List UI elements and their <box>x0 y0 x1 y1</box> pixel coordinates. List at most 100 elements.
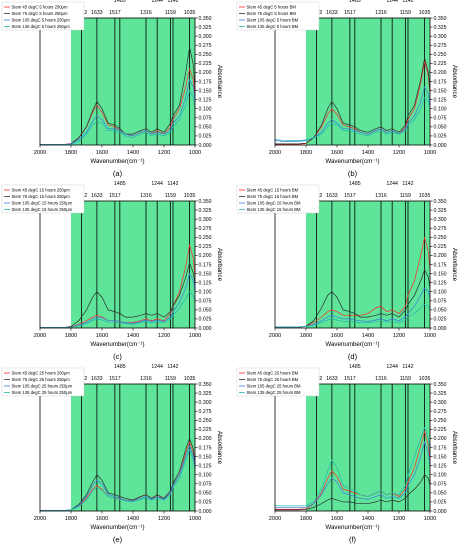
y-tick-label: 0.050 <box>434 125 447 131</box>
y-tick-label: 0.225 <box>434 61 447 67</box>
y-tick-label: 0.350 <box>199 382 212 388</box>
x-tick-label: 1600 <box>331 333 343 339</box>
y-tick-label: 0.300 <box>199 217 212 223</box>
shaded-region <box>71 201 195 328</box>
y-axis-title: Absorbance <box>451 248 458 282</box>
y-tick-label: 0.300 <box>199 34 212 40</box>
peak-marker-label: 1159 <box>165 376 176 382</box>
y-tick-label: 0.000 <box>199 143 212 149</box>
peak-marker-label: 1517 <box>344 10 356 16</box>
series-line-2 <box>40 261 196 328</box>
y-tick-label: 0.275 <box>199 226 212 232</box>
y-tick-label: 0.150 <box>434 88 447 94</box>
peak-marker-label: 1035 <box>184 193 196 199</box>
peak-marker-label: 1316 <box>140 10 152 16</box>
y-tick-label: 0.050 <box>434 491 447 497</box>
series-line-4 <box>275 303 431 328</box>
peak-marker-label: 1159 <box>400 10 411 16</box>
legend-box <box>236 367 320 397</box>
shaded-region <box>71 18 195 145</box>
peak-marker-label: 1159 <box>400 193 411 199</box>
y-tick-label: 0.025 <box>434 134 447 140</box>
y-tick-label: 0.250 <box>434 52 447 58</box>
x-tick-label: 2000 <box>34 150 46 156</box>
y-tick-label: 0.075 <box>434 482 447 488</box>
peak-marker-label: 1633 <box>91 376 103 382</box>
y-tick-label: 0.325 <box>434 208 447 214</box>
x-tick-label: 1000 <box>189 333 201 339</box>
x-tick-label: 2000 <box>269 516 281 522</box>
y-tick-label: 0.075 <box>434 116 447 122</box>
y-tick-label: 0.075 <box>434 299 447 305</box>
panel-label: (a) <box>113 169 123 178</box>
y-tick-label: 0.175 <box>434 79 447 85</box>
legend-entry: Stem 105 degC 15 hours BM <box>247 201 302 206</box>
y-tick-label: 0.125 <box>199 280 212 286</box>
y-axis-title: Absorbance <box>216 65 223 99</box>
x-tick-label: 2000 <box>34 333 46 339</box>
legend-entry: Stem 45 degC 5 hours BM <box>247 5 297 10</box>
x-tick-label: 1200 <box>158 150 170 156</box>
shaded-region <box>71 384 195 511</box>
series-line-2 <box>275 57 431 145</box>
legend-entry: Stem 45 degC 15 hours 250μm <box>12 188 71 193</box>
x-tick-label: 1400 <box>362 516 374 522</box>
legend-box <box>1 367 85 397</box>
legend-entry: Stem 105 degC 25 hours BM <box>247 384 302 389</box>
y-tick-label: 0.100 <box>199 107 212 113</box>
x-axis-title: Wavenumber(cm⁻¹) <box>325 524 379 531</box>
y-tick-label: 0.125 <box>434 97 447 103</box>
peak-marker-label: 1517 <box>344 376 356 382</box>
series-line-4 <box>40 291 196 328</box>
y-tick-label: 0.200 <box>199 70 212 76</box>
peak-marker-label: 1517 <box>344 193 356 199</box>
x-tick-label: 1400 <box>127 516 139 522</box>
x-tick-label: 1600 <box>96 333 108 339</box>
y-tick-label: 0.350 <box>434 382 447 388</box>
legend-entry: Stem 75 degC 5 hours BM <box>247 11 297 16</box>
series-line-4 <box>274 426 431 507</box>
peak-marker-label: 1035 <box>419 10 431 16</box>
y-tick-label: 0.075 <box>199 116 212 122</box>
legend-entry: Stem 105 degC 5 hours BM <box>247 18 299 23</box>
y-tick-label: 0.150 <box>434 271 447 277</box>
y-tick-label: 0.050 <box>199 308 212 314</box>
series-line-4 <box>274 97 431 141</box>
legend-entry: Stem 135 degC 15 hours 250μm <box>12 207 73 212</box>
y-tick-label: 0.100 <box>434 473 447 479</box>
peak-marker-label: 1633 <box>91 10 103 16</box>
x-tick-label: 1600 <box>331 150 343 156</box>
x-tick-label: 1400 <box>127 333 139 339</box>
peak-marker-label: 1485 <box>349 181 361 187</box>
x-axis-title: Wavenumber(cm⁻¹) <box>90 524 144 531</box>
y-tick-label: 0.075 <box>199 482 212 488</box>
x-tick-label: 1400 <box>362 333 374 339</box>
legend-entry: Stem 135 degC 5 hours BM <box>247 24 299 29</box>
y-tick-label: 0.050 <box>199 125 212 131</box>
legend-entry: Stem 75 degC 15 hours BM <box>247 194 299 199</box>
y-tick-label: 0.325 <box>434 25 447 31</box>
y-tick-label: 0.275 <box>199 409 212 415</box>
legend-entry: Stem 45 degC 15 hours BM <box>247 188 299 193</box>
x-tick-label: 1200 <box>393 333 405 339</box>
x-tick-label: 1400 <box>362 150 374 156</box>
x-tick-label: 1000 <box>189 516 201 522</box>
y-tick-label: 0.075 <box>199 299 212 305</box>
legend-entry: Stem 105 degC 15 hours 250μm <box>12 201 73 206</box>
y-tick-label: 0.275 <box>199 43 212 49</box>
y-tick-label: 0.100 <box>199 473 212 479</box>
x-axis-title: Wavenumber(cm⁻¹) <box>90 158 144 165</box>
legend-box <box>236 184 320 214</box>
shaded-region <box>306 384 430 511</box>
legend-entry: Stem 135 degC 25 hours 250μm <box>12 390 73 395</box>
legend-entry: Stem 45 degC 5 hours 250μm <box>12 5 68 10</box>
legend-entry: Stem 75 degC 25 hours BM <box>247 377 299 382</box>
legend-entry: Stem 75 degC 15 hours 250μm <box>12 194 71 199</box>
y-tick-label: 0.200 <box>434 70 447 76</box>
legend-box <box>1 1 85 31</box>
peak-marker-label: 1316 <box>375 10 387 16</box>
legend-entry: Stem 105 degC 5 hours 250μm <box>12 18 71 23</box>
